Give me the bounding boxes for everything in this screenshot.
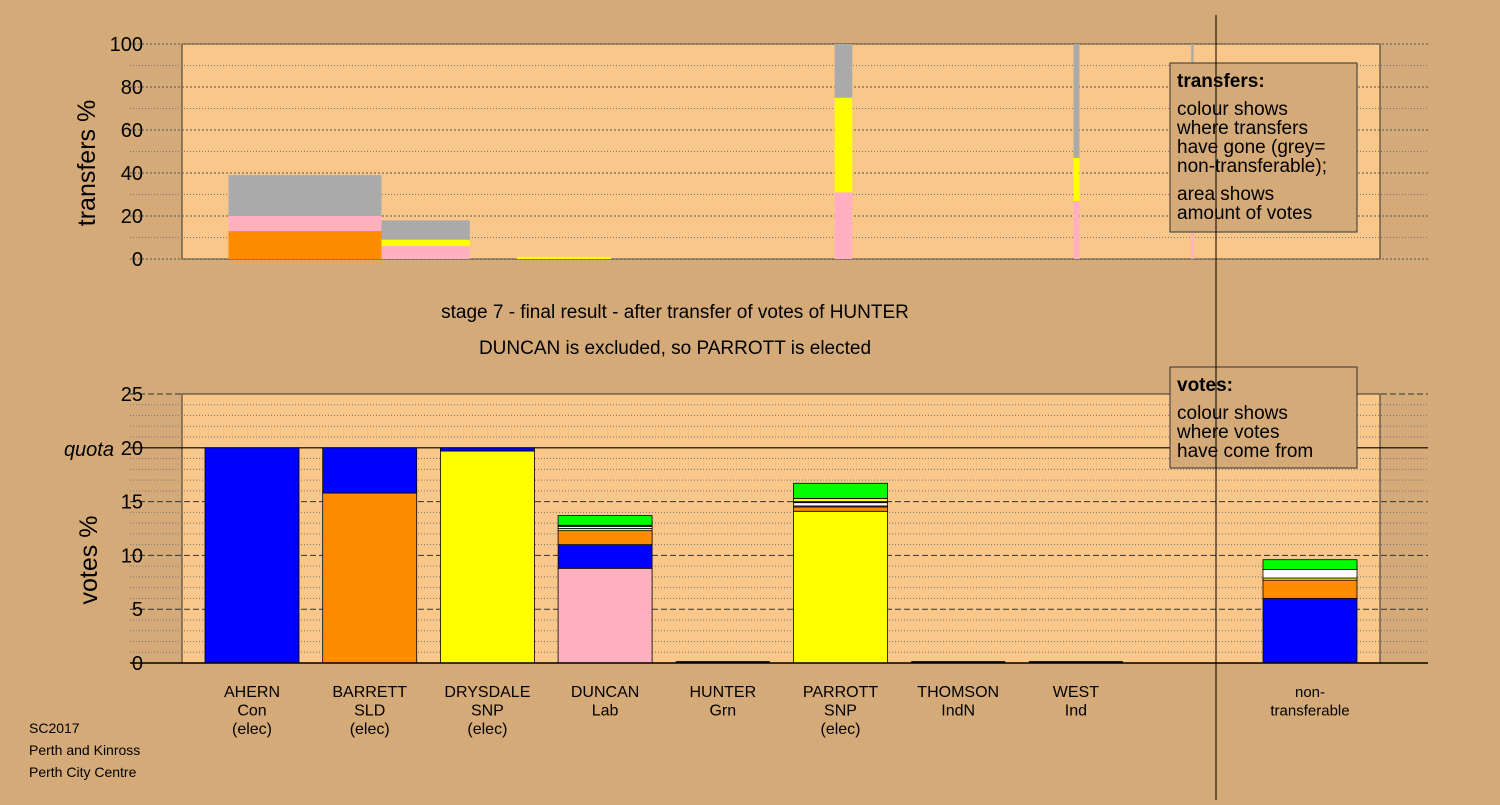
votes-y-tick-label: 20 xyxy=(121,438,143,460)
vote-segment-grn xyxy=(1262,559,1358,570)
transfers-y-tick-label: 60 xyxy=(121,120,143,142)
vote-segment-con xyxy=(204,447,300,664)
vote-segment-indn xyxy=(793,502,888,507)
category-label: (elec) xyxy=(820,721,860,738)
transfers-legend: transfers: colour shows where transfers … xyxy=(1169,62,1358,233)
votes-bars xyxy=(130,447,1428,664)
votes-y-tick-label: 0 xyxy=(132,653,143,675)
category-label: Grn xyxy=(709,703,736,720)
votes-legend-heading: votes: xyxy=(1177,375,1233,396)
transfer-segment-lab xyxy=(834,192,853,259)
category-label: PARROTT xyxy=(803,684,878,701)
transfer-segment-lab xyxy=(228,216,382,232)
transfers-y-tick-label: 0 xyxy=(132,249,143,271)
vote-segment-snp xyxy=(439,450,535,664)
votes-legend-line: where votes xyxy=(1176,422,1279,443)
category-label: Ind xyxy=(1065,703,1087,720)
footer-council: Perth and Kinross xyxy=(29,742,141,758)
votes-y-axis: 0 5 10 15 20 25 xyxy=(121,384,143,675)
vote-segment-grn xyxy=(557,515,653,526)
votes-legend-line: colour shows xyxy=(1177,403,1288,424)
vote-segment-sld xyxy=(322,492,418,664)
votes-category-labels: AHERNCon(elec)BARRETTSLD(elec)DRYSDALESN… xyxy=(224,684,1350,738)
category-label: (elec) xyxy=(467,721,507,738)
transfer-segment-non-transferable xyxy=(381,220,470,240)
transfers-legend-line: colour shows xyxy=(1177,99,1288,120)
category-label: BARRETT xyxy=(332,684,407,701)
category-label: DUNCAN xyxy=(571,684,639,701)
transfers-legend-line: area shows xyxy=(1177,184,1274,205)
category-label: WEST xyxy=(1053,684,1099,701)
transfer-segment-snp xyxy=(516,256,611,259)
votes-legend: votes: colour shows where votes have com… xyxy=(1169,366,1358,469)
transfer-segment-lab xyxy=(381,246,470,259)
transfers-legend-line: have gone (grey= xyxy=(1177,137,1325,158)
category-label: HUNTER xyxy=(689,684,756,701)
transfers-y-axis-label: transfers % xyxy=(73,100,101,226)
category-label: IndN xyxy=(941,703,975,720)
vote-segment-con xyxy=(1262,598,1358,664)
vote-segment-con xyxy=(322,447,418,494)
transfers-y-tick-label: 40 xyxy=(121,163,143,185)
transfer-segment-non-transferable xyxy=(834,44,853,98)
votes-y-tick-label: 15 xyxy=(121,492,143,514)
category-label: SNP xyxy=(824,703,857,720)
vote-segment-sld xyxy=(1262,579,1358,599)
votes-y-tick-label: 25 xyxy=(121,384,143,406)
vote-segment-sld xyxy=(793,506,888,512)
category-label: (elec) xyxy=(350,721,390,738)
transfers-y-tick-label: 100 xyxy=(110,34,143,56)
vote-segment-snp xyxy=(793,510,888,664)
vote-segment-lab xyxy=(557,567,653,664)
quota-label: quota xyxy=(64,439,114,461)
footer-election: SC2017 xyxy=(29,720,80,736)
transfer-segment-snp xyxy=(1073,157,1080,201)
transfers-y-axis: 0 20 40 60 80 100 xyxy=(110,34,143,271)
category-label: Con xyxy=(237,703,266,720)
transfers-y-tick-label: 20 xyxy=(121,206,143,228)
transfers-y-tick-label: 80 xyxy=(121,77,143,99)
category-label: DRYSDALE xyxy=(444,684,530,701)
transfer-segment-non-transferable xyxy=(1073,44,1080,158)
result-subtitle: DUNCAN is excluded, so PARROTT is electe… xyxy=(479,338,871,359)
vote-segment-snp xyxy=(793,497,888,503)
category-label: Lab xyxy=(592,703,619,720)
transfer-segment-lab xyxy=(1073,200,1080,259)
vote-segment-grn xyxy=(793,482,888,499)
transfer-segment-sld xyxy=(228,231,382,259)
vote-segment-sld xyxy=(557,530,653,546)
transfer-segment-snp xyxy=(834,97,853,193)
footer-ward: Perth City Centre xyxy=(29,764,137,780)
transfers-legend-line: where transfers xyxy=(1176,118,1308,139)
vote-segment-con xyxy=(439,447,535,452)
category-label: non- xyxy=(1295,684,1325,701)
category-label: AHERN xyxy=(224,684,280,701)
category-label: (elec) xyxy=(232,721,272,738)
votes-y-tick-label: 5 xyxy=(132,599,143,621)
stage-title: stage 7 - final result - after transfer … xyxy=(441,302,909,323)
category-label: SNP xyxy=(471,703,504,720)
votes-legend-line: have come from xyxy=(1177,441,1313,462)
transfer-segment-non-transferable xyxy=(228,175,382,216)
votes-y-tick-label: 10 xyxy=(121,545,143,567)
vote-segment-indn xyxy=(1262,568,1358,579)
category-label: SLD xyxy=(354,703,385,720)
vote-segment-con xyxy=(557,544,653,569)
category-label: THOMSON xyxy=(917,684,999,701)
category-label: transferable xyxy=(1270,703,1349,720)
transfers-legend-heading: transfers: xyxy=(1177,71,1265,92)
transfer-segment-snp xyxy=(381,239,470,247)
transfers-bars xyxy=(228,44,1194,259)
transfer-segment-lab xyxy=(1191,220,1194,259)
votes-y-axis-label: votes % xyxy=(75,516,103,605)
transfers-legend-line: non-transferable); xyxy=(1177,156,1327,177)
transfers-legend-line: amount of votes xyxy=(1177,203,1312,224)
